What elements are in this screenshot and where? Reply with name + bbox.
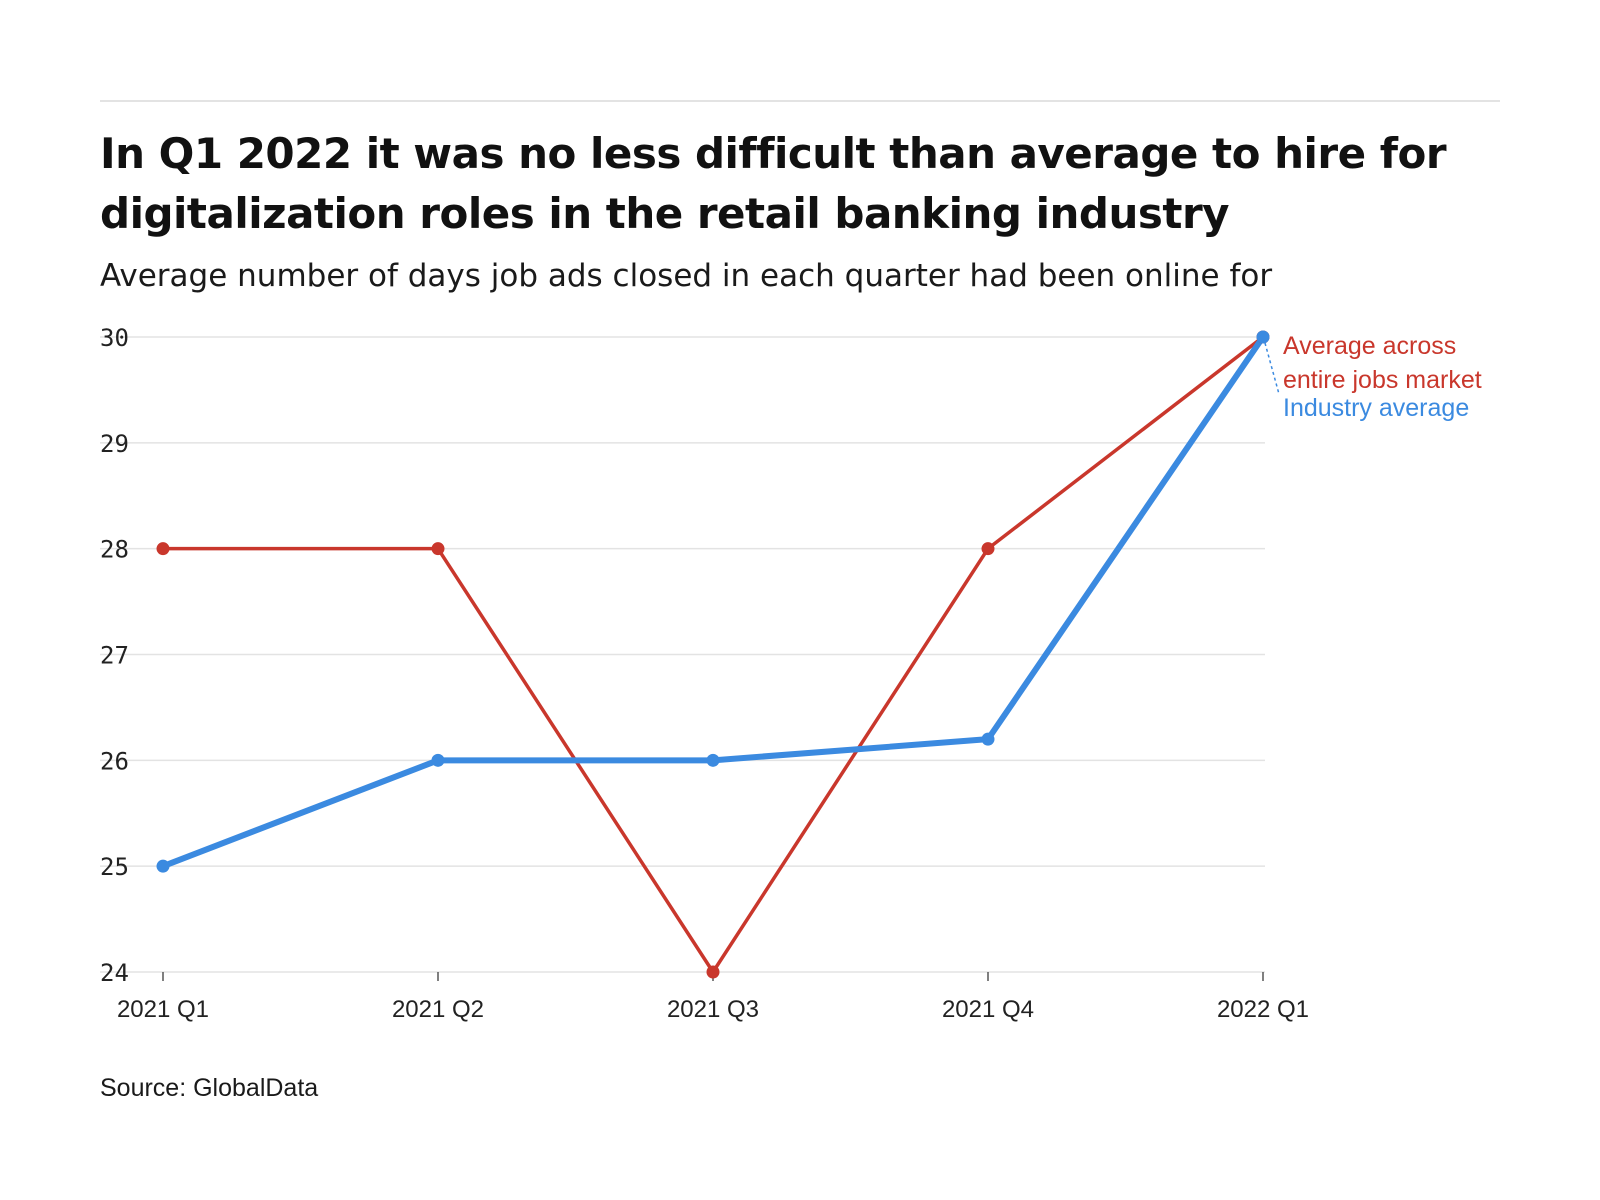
data-point-market <box>981 542 995 556</box>
data-point-industry <box>706 753 720 767</box>
top-divider <box>100 100 1500 102</box>
source-note: Source: GlobalData <box>100 1074 319 1102</box>
x-tick-label: 2021 Q3 <box>667 996 759 1023</box>
x-tick-label: 2021 Q1 <box>117 996 209 1023</box>
data-point-industry <box>981 732 995 746</box>
data-point-industry <box>1256 330 1270 344</box>
x-tick-label: 2021 Q2 <box>392 996 484 1023</box>
series-label-market: Average across <box>1283 332 1456 360</box>
y-tick-label: 25 <box>100 853 129 881</box>
data-point-industry <box>431 753 445 767</box>
data-point-market <box>156 542 170 556</box>
data-point-industry <box>156 859 170 873</box>
y-tick-label: 26 <box>100 747 129 775</box>
x-tick-label: 2021 Q4 <box>942 996 1034 1023</box>
chart-title: In Q1 2022 it was no less difficult than… <box>100 129 1447 238</box>
y-tick-label: 24 <box>100 959 129 987</box>
series-label-market: entire jobs market <box>1283 366 1482 394</box>
series-label-leader <box>1264 342 1280 395</box>
x-tick-label: 2022 Q1 <box>1217 996 1309 1023</box>
y-tick-label: 30 <box>100 324 129 352</box>
chart-subtitle: Average number of days job ads closed in… <box>100 258 1273 294</box>
data-point-market <box>706 965 720 979</box>
series-line-industry <box>160 334 1266 870</box>
series-label-industry: Industry average <box>1283 394 1469 422</box>
y-tick-label: 29 <box>100 430 129 458</box>
data-point-market <box>431 542 445 556</box>
y-tick-label: 27 <box>100 642 129 670</box>
y-tick-label: 28 <box>100 536 129 564</box>
